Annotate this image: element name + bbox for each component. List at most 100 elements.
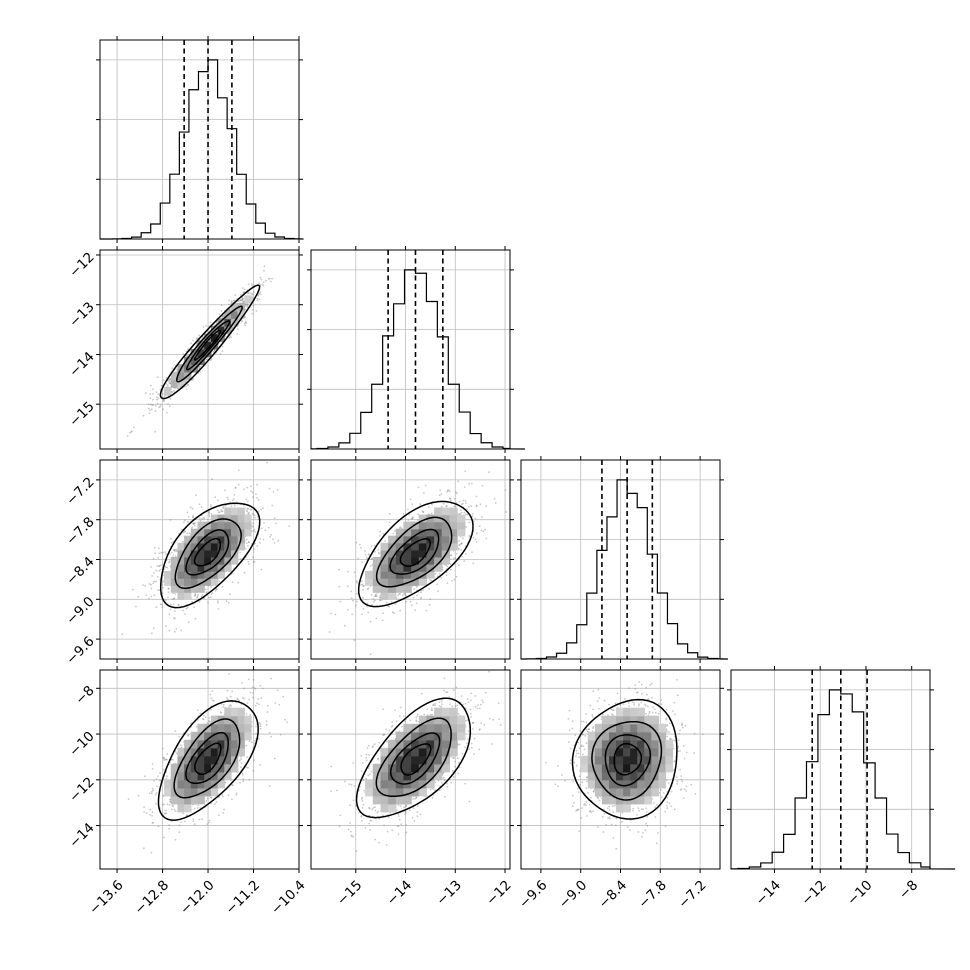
density-cell bbox=[434, 564, 443, 572]
sample-point bbox=[388, 605, 391, 608]
sample-point bbox=[252, 290, 255, 293]
density-cell bbox=[184, 578, 192, 586]
density-cell bbox=[457, 521, 466, 530]
sample-point bbox=[419, 503, 422, 506]
density-cell bbox=[217, 333, 225, 342]
sample-point bbox=[189, 506, 192, 509]
sample-point bbox=[256, 545, 259, 547]
sample-point bbox=[379, 530, 381, 533]
sample-point bbox=[152, 404, 155, 406]
sample-point bbox=[247, 541, 250, 544]
density-cell bbox=[434, 507, 443, 516]
sample-point bbox=[252, 512, 254, 515]
sample-point bbox=[240, 299, 243, 302]
sample-point bbox=[275, 522, 277, 525]
sample-point bbox=[268, 487, 271, 490]
density-cell bbox=[449, 507, 458, 516]
sample-point bbox=[262, 507, 264, 509]
sample-point bbox=[184, 519, 186, 522]
sample-point bbox=[425, 609, 428, 612]
sample-point bbox=[352, 599, 354, 602]
sample-point bbox=[373, 544, 376, 547]
sample-point bbox=[192, 516, 195, 519]
sample-point bbox=[239, 299, 242, 302]
density-cell bbox=[170, 571, 179, 579]
sample-point bbox=[242, 291, 245, 294]
sample-point bbox=[187, 520, 189, 523]
density-cell bbox=[170, 379, 179, 388]
sample-point bbox=[234, 486, 237, 489]
sample-point bbox=[182, 531, 185, 534]
sample-point bbox=[157, 775, 159, 777]
sample-point bbox=[195, 494, 198, 497]
density-cell bbox=[441, 507, 450, 516]
sample-point bbox=[251, 298, 254, 301]
sample-point bbox=[429, 578, 431, 581]
sample-point bbox=[475, 495, 478, 498]
sample-point bbox=[242, 291, 245, 294]
sample-point bbox=[174, 610, 176, 613]
sample-point bbox=[422, 589, 424, 591]
sample-point bbox=[245, 713, 248, 715]
density-cell bbox=[231, 528, 239, 537]
sample-point bbox=[356, 580, 358, 583]
sample-point bbox=[251, 285, 254, 287]
sample-point bbox=[270, 533, 273, 536]
sample-point bbox=[397, 594, 400, 597]
sample-point bbox=[494, 502, 497, 504]
sample-point bbox=[198, 601, 201, 603]
sample-point bbox=[228, 299, 231, 302]
sample-point bbox=[252, 513, 255, 516]
sample-point bbox=[164, 551, 166, 553]
sample-point bbox=[442, 502, 445, 505]
sample-point bbox=[191, 507, 194, 510]
sample-point bbox=[254, 542, 256, 545]
density-cell bbox=[224, 507, 232, 516]
sample-point bbox=[232, 498, 235, 500]
sample-point bbox=[232, 299, 235, 302]
sample-point bbox=[453, 578, 456, 581]
sample-point bbox=[420, 591, 422, 594]
sample-point bbox=[216, 509, 219, 512]
sample-point bbox=[460, 542, 463, 545]
sample-point bbox=[155, 580, 157, 583]
sample-point bbox=[155, 569, 158, 572]
sample-point bbox=[430, 512, 433, 515]
sample-point bbox=[196, 596, 198, 599]
sample-point bbox=[187, 348, 189, 351]
sample-point bbox=[440, 576, 442, 579]
sample-point bbox=[350, 590, 353, 593]
sample-point bbox=[230, 505, 233, 507]
sample-point bbox=[201, 518, 203, 520]
sample-point bbox=[353, 571, 356, 574]
sample-point bbox=[393, 612, 395, 615]
sample-point bbox=[152, 627, 155, 629]
sample-point bbox=[413, 588, 416, 590]
histogram-1 bbox=[310, 269, 525, 450]
sample-point bbox=[165, 625, 168, 627]
sample-point bbox=[453, 505, 456, 508]
sample-point bbox=[361, 561, 364, 564]
sample-point bbox=[446, 565, 449, 568]
sample-point bbox=[255, 310, 258, 312]
sample-point bbox=[451, 580, 453, 582]
density-cell bbox=[403, 556, 412, 565]
sample-point bbox=[199, 365, 202, 368]
sample-point bbox=[493, 497, 496, 500]
sample-point bbox=[243, 288, 246, 291]
density-cell bbox=[231, 302, 239, 312]
sample-point bbox=[150, 595, 153, 598]
density-cell bbox=[457, 528, 466, 537]
sample-point bbox=[429, 598, 432, 600]
contour-1.5sigma bbox=[186, 320, 231, 371]
sample-point bbox=[279, 733, 282, 736]
sample-point bbox=[258, 298, 261, 301]
panel-1-0-frame bbox=[99, 249, 300, 450]
sample-point bbox=[210, 358, 213, 360]
sample-point bbox=[458, 548, 460, 551]
sample-point bbox=[390, 600, 393, 603]
density-cell bbox=[184, 364, 192, 373]
sample-point bbox=[259, 293, 262, 296]
sample-point bbox=[170, 551, 173, 554]
sample-point bbox=[208, 514, 211, 516]
